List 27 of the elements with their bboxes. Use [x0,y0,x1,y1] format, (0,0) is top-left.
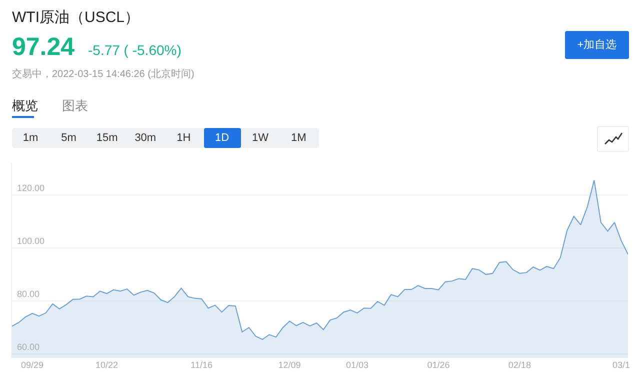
text: +加自选 [565,31,629,59]
text: 1W [251,131,270,146]
text: 图表 [62,97,88,115]
x-tick-label: 01/03 [346,360,368,370]
x-tick-label: 12/09 [278,360,301,370]
x-tick-label: 09/29 [21,360,44,370]
y-tick-label: 100.00 [17,236,45,246]
text: 概览 [12,97,38,115]
text: 97.24 [12,33,75,62]
x-tick-label: 01/26 [427,360,450,370]
text: -5.77 ( -5.60%) [88,42,182,58]
chart-subtitle: 交易中，2022-03-15 14:46:26 (北京时间) [12,68,194,81]
x-tick-label: 03/1 [612,360,630,370]
x-tick-label: 11/16 [190,360,212,370]
text: 1H [176,131,192,146]
text: 1M [290,131,308,146]
x-tick-label: 02/18 [508,360,531,370]
text: 5m [60,131,78,146]
text: 30m [134,131,158,146]
text: 1m [22,131,40,146]
x-tick-label: 10/22 [96,360,118,370]
y-tick-label: 120.00 [17,183,45,193]
y-tick-label: 60.00 [17,342,40,352]
text: 1D [204,128,240,148]
text: 15m [95,131,119,146]
chart-title: WTI原油（USCL） [12,8,140,27]
y-tick-label: 80.00 [17,289,40,299]
